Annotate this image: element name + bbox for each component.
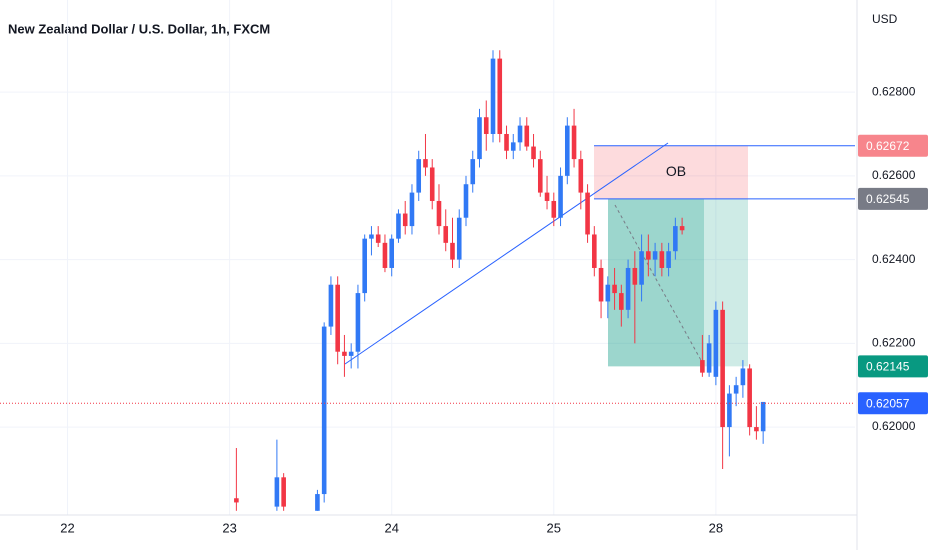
y-tick-label: 0.62800 (872, 84, 916, 98)
candle-body (477, 117, 482, 160)
candle-body (362, 238, 367, 294)
candle-body (612, 284, 617, 294)
candle-body (659, 251, 665, 268)
price-label-box (858, 392, 928, 415)
candle-body (274, 477, 280, 507)
candle-body (456, 217, 462, 260)
candle-body (396, 213, 401, 239)
candle-body (713, 309, 719, 377)
candle-body (234, 498, 239, 503)
candle-body (497, 58, 503, 134)
candle-body (450, 242, 455, 260)
candle-body (355, 293, 361, 352)
candle-body (436, 200, 442, 227)
candle-body (679, 226, 685, 231)
candle-body (382, 242, 388, 268)
candle-body (463, 184, 469, 218)
price-label-box (858, 134, 928, 157)
candle-body (429, 167, 435, 201)
candle-body (348, 351, 354, 356)
y-tick-label: 0.62600 (872, 168, 916, 182)
candle-body (754, 427, 759, 432)
candle-body (409, 192, 415, 227)
candle-body (625, 267, 631, 310)
candle-body (328, 284, 334, 327)
zone-label: OB (666, 163, 686, 179)
candle-body (504, 133, 509, 151)
candle-body (564, 125, 570, 176)
candle-body (537, 159, 543, 193)
price-label: 0.62672 (866, 139, 910, 153)
order-block-zone (594, 145, 748, 199)
candle-body (700, 360, 705, 373)
candle-body (423, 159, 428, 168)
candle-body (673, 226, 678, 252)
trend-line (344, 142, 669, 365)
candle-body (369, 234, 374, 239)
candle-body (666, 251, 671, 268)
candle-body (315, 494, 320, 511)
candle-body (592, 234, 597, 268)
candle-body (598, 267, 604, 302)
candle-body (619, 293, 624, 310)
price-label-box (858, 187, 928, 210)
candle-body (517, 125, 523, 143)
candle-body (375, 234, 381, 243)
candle-body (578, 159, 584, 193)
price-label: 0.62545 (866, 192, 910, 206)
y-axis-label: USD (872, 12, 898, 26)
candle-body (605, 284, 611, 302)
candle-body (531, 146, 536, 160)
candle-body (740, 368, 746, 386)
candle-body (281, 477, 286, 507)
target-zone-extension (704, 198, 748, 367)
candle-body (727, 393, 732, 428)
candle-body (389, 238, 395, 268)
candle-body (321, 326, 327, 495)
candle-body (490, 58, 496, 134)
candle-body (747, 368, 752, 428)
candle-body (646, 251, 651, 260)
candle-body (402, 213, 408, 227)
candle-body (571, 125, 577, 160)
x-tick-label: 24 (384, 520, 398, 535)
candle-body (639, 251, 644, 285)
plot-background (0, 0, 855, 515)
y-tick-label: 0.62200 (872, 336, 916, 350)
y-tick-label: 0.62400 (872, 252, 916, 266)
x-tick-label: 25 (547, 520, 561, 535)
candle-body (524, 125, 530, 147)
target-zone (608, 198, 704, 367)
y-tick-label: 0.62000 (872, 419, 916, 433)
price-label: 0.62057 (866, 396, 910, 410)
x-tick-label: 22 (60, 520, 74, 535)
candle-body (510, 142, 516, 151)
candle-body (585, 192, 590, 235)
candle-body (416, 159, 422, 193)
candle-body (760, 401, 766, 432)
candle-body (706, 343, 712, 373)
candle-body (733, 385, 739, 394)
x-tick-label: 28 (709, 520, 723, 535)
price-label: 0.62145 (866, 360, 910, 374)
candle-body (544, 192, 550, 201)
x-tick-label: 23 (222, 520, 236, 535)
candle-body (551, 200, 557, 218)
candle-body (483, 117, 489, 134)
candle-body (558, 175, 563, 218)
candle-body (720, 309, 725, 428)
candle-body (632, 267, 638, 285)
candle-body (342, 351, 347, 356)
candle-body (335, 284, 340, 352)
candle-body (652, 251, 658, 260)
price-label-box (858, 355, 928, 378)
candle-body (443, 226, 449, 243)
chart-title: New Zealand Dollar / U.S. Dollar, 1h, FX… (8, 21, 270, 36)
candle-body (470, 159, 476, 185)
